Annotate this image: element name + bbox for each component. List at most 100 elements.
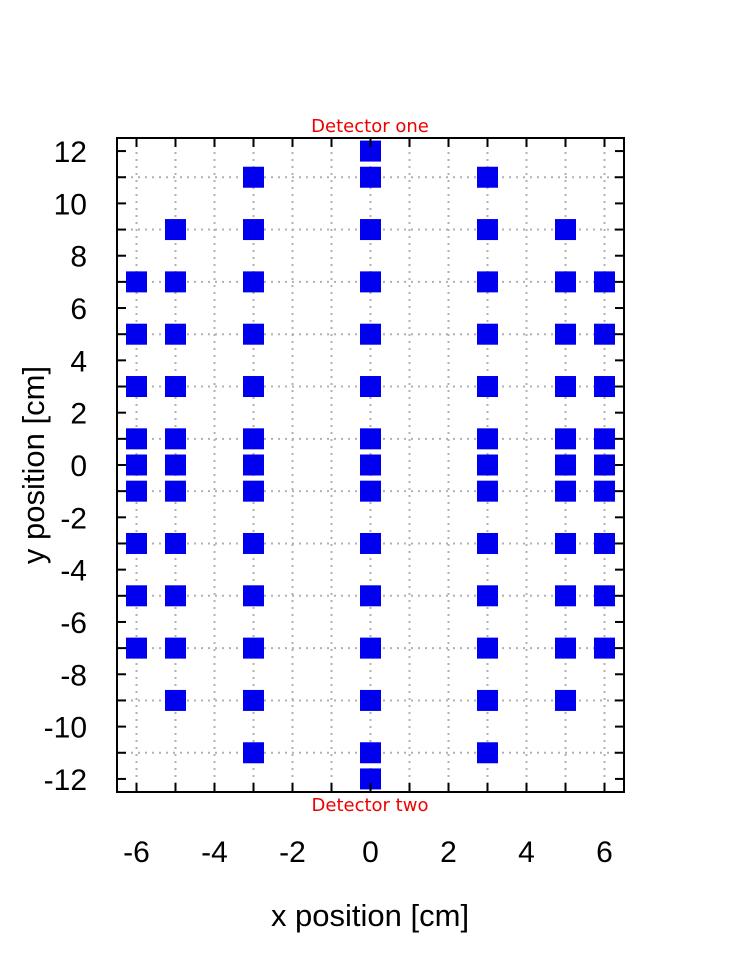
annotation-detector-one: Detector one <box>311 116 429 137</box>
annotation-detector-two: Detector two <box>312 795 429 816</box>
data-point <box>165 532 186 554</box>
data-point <box>243 376 264 398</box>
data-point <box>477 585 498 607</box>
data-point <box>126 585 147 607</box>
data-point <box>126 532 147 554</box>
data-point <box>243 742 264 764</box>
x-tick-label: -6 <box>123 836 150 869</box>
data-point <box>594 271 615 293</box>
y-tick-labels: -12 -10 -8 -6 -4 -2 0 2 4 6 8 10 12 <box>44 136 87 797</box>
data-point <box>477 689 498 711</box>
data-point <box>360 768 381 790</box>
data-point <box>555 689 576 711</box>
x-tick-label: -2 <box>279 836 306 869</box>
data-point <box>165 271 186 293</box>
x-tick-label: 6 <box>596 836 613 869</box>
x-axis-label: x position [cm] <box>271 898 469 933</box>
data-point <box>165 689 186 711</box>
data-point <box>360 454 381 476</box>
data-point <box>477 219 498 241</box>
data-point <box>594 454 615 476</box>
data-point <box>477 742 498 764</box>
x-tick-label: -4 <box>201 836 228 869</box>
data-point <box>594 637 615 659</box>
y-tick-label: 4 <box>70 345 87 378</box>
y-tick-label: -8 <box>60 659 87 692</box>
x-tick-label: 2 <box>440 836 457 869</box>
x-tick-label: 4 <box>518 836 535 869</box>
data-point <box>594 428 615 450</box>
data-point <box>360 271 381 293</box>
data-point <box>555 428 576 450</box>
data-point <box>477 637 498 659</box>
data-point <box>594 323 615 345</box>
y-tick-label: -12 <box>44 764 87 797</box>
y-tick-label: 12 <box>54 136 87 169</box>
data-point <box>243 585 264 607</box>
data-point <box>126 454 147 476</box>
data-point <box>126 428 147 450</box>
data-point <box>477 480 498 502</box>
data-point <box>555 454 576 476</box>
data-point <box>360 742 381 764</box>
data-point <box>477 454 498 476</box>
y-tick-label: -10 <box>44 712 87 745</box>
y-tick-label: 2 <box>70 398 87 431</box>
data-point <box>243 323 264 345</box>
data-point <box>243 637 264 659</box>
data-point <box>555 585 576 607</box>
y-tick-label: 10 <box>54 188 87 221</box>
axis-ticks <box>117 138 624 792</box>
data-point <box>165 376 186 398</box>
y-tick-label: -4 <box>60 555 87 588</box>
data-point <box>477 428 498 450</box>
data-point <box>477 532 498 554</box>
data-point <box>126 271 147 293</box>
data-point <box>594 532 615 554</box>
data-point <box>243 532 264 554</box>
data-point <box>165 323 186 345</box>
data-point <box>360 166 381 188</box>
data-point <box>360 376 381 398</box>
data-point <box>477 376 498 398</box>
data-point <box>243 271 264 293</box>
y-tick-label: 8 <box>70 241 87 274</box>
data-point <box>243 480 264 502</box>
data-point <box>360 428 381 450</box>
data-point <box>165 585 186 607</box>
data-point <box>555 637 576 659</box>
data-point <box>165 219 186 241</box>
data-point <box>243 689 264 711</box>
data-point <box>243 454 264 476</box>
x-tick-labels: -6 -4 -2 0 2 4 6 <box>123 836 613 869</box>
data-point <box>360 637 381 659</box>
data-point <box>165 637 186 659</box>
data-point <box>555 532 576 554</box>
data-point <box>243 428 264 450</box>
y-tick-label: -6 <box>60 607 87 640</box>
y-tick-label: 0 <box>70 450 87 483</box>
data-point <box>594 585 615 607</box>
data-point <box>555 480 576 502</box>
y-axis-label: y position [cm] <box>16 366 51 564</box>
data-point <box>555 376 576 398</box>
data-point <box>477 271 498 293</box>
data-point <box>555 219 576 241</box>
x-tick-label: 0 <box>362 836 379 869</box>
data-point <box>594 480 615 502</box>
data-point <box>477 166 498 188</box>
data-point <box>360 689 381 711</box>
data-point <box>477 323 498 345</box>
data-point <box>555 271 576 293</box>
data-point <box>126 323 147 345</box>
data-point <box>165 428 186 450</box>
data-point <box>360 480 381 502</box>
data-point <box>555 323 576 345</box>
data-point <box>243 219 264 241</box>
data-point <box>126 376 147 398</box>
data-point <box>126 637 147 659</box>
data-points <box>126 140 615 790</box>
data-point <box>360 219 381 241</box>
data-point <box>243 166 264 188</box>
